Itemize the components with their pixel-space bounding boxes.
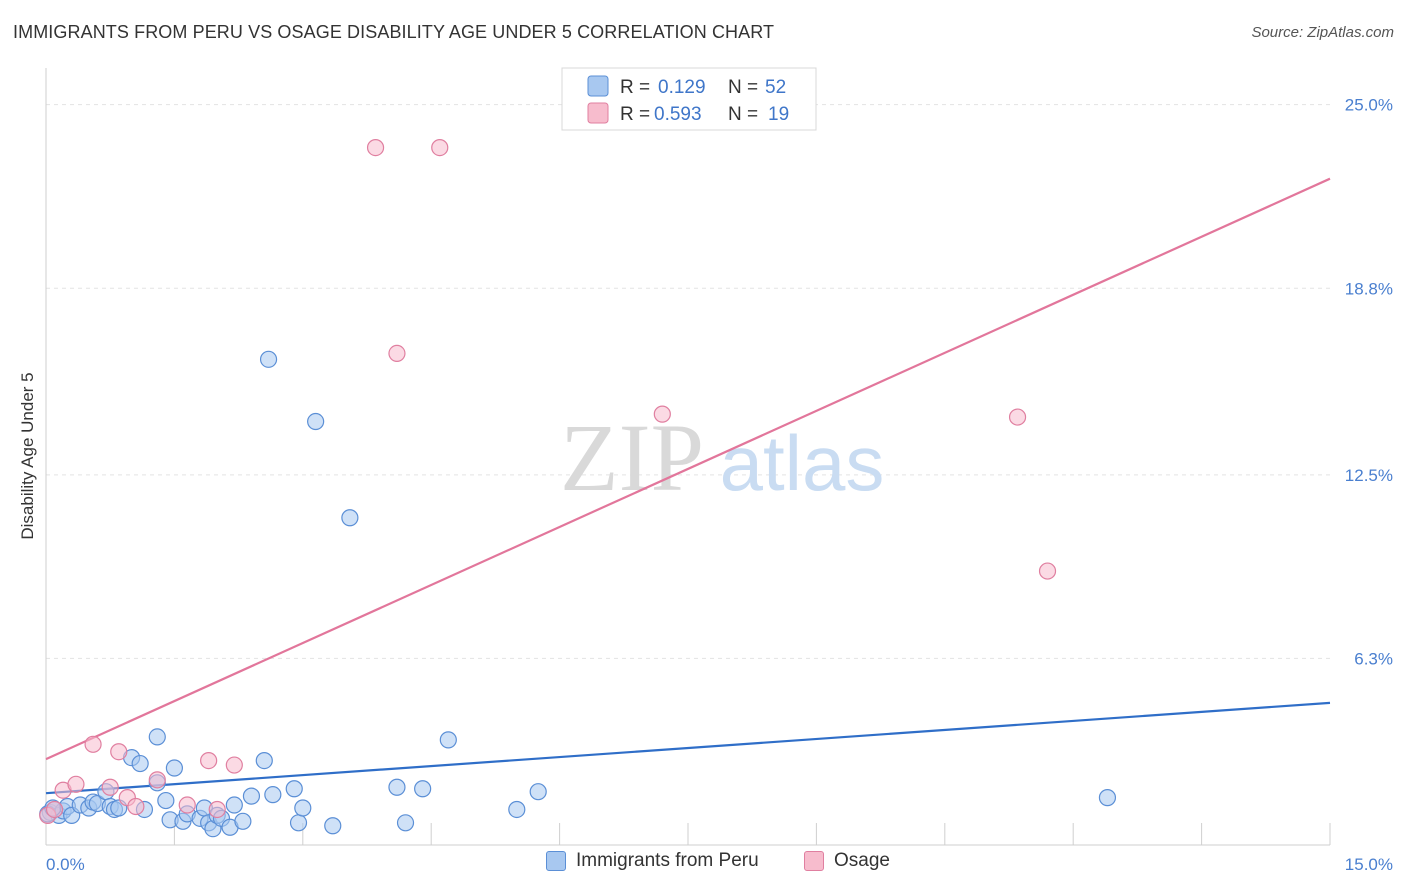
data-point bbox=[653, 405, 671, 423]
data-point bbox=[127, 797, 145, 816]
data-point bbox=[157, 791, 175, 810]
data-point bbox=[366, 138, 385, 157]
trend-line-osage bbox=[45, 177, 1331, 761]
trend-lines bbox=[45, 177, 1331, 795]
y-tick-label: 25.0% bbox=[1345, 96, 1393, 115]
legend-swatch-osage bbox=[804, 851, 824, 871]
data-point bbox=[67, 775, 85, 793]
stats-swatch-peru bbox=[587, 75, 609, 97]
data-point bbox=[264, 786, 282, 804]
series-osage-points bbox=[39, 138, 1057, 824]
data-point bbox=[1098, 789, 1117, 807]
stats-legend: R = 0.129 N = 52 R = 0.593 N = 19 bbox=[561, 67, 817, 131]
data-point bbox=[242, 787, 261, 805]
data-point bbox=[439, 731, 457, 749]
data-point bbox=[388, 344, 406, 363]
chart-title: IMMIGRANTS FROM PERU VS OSAGE DISABILITY… bbox=[13, 22, 775, 42]
data-point bbox=[45, 800, 64, 819]
axes bbox=[45, 68, 1331, 846]
source-credit: Source: ZipAtlas.com bbox=[1251, 24, 1394, 41]
data-point bbox=[101, 778, 119, 796]
watermark-atlas: atlas bbox=[720, 419, 885, 507]
data-point bbox=[529, 783, 547, 801]
data-point bbox=[165, 759, 183, 777]
legend-swatch-peru bbox=[546, 851, 566, 871]
data-point bbox=[255, 752, 273, 770]
data-point bbox=[324, 817, 342, 835]
data-point bbox=[200, 752, 218, 770]
stats-r-label-peru: R = bbox=[620, 77, 650, 98]
data-point bbox=[388, 778, 406, 796]
y-tick-label: 12.5% bbox=[1345, 466, 1393, 485]
data-point bbox=[148, 728, 166, 746]
stats-r-value-peru: 0.129 bbox=[658, 77, 706, 98]
data-point bbox=[148, 771, 166, 789]
x-tick-label-min: 0.0% bbox=[46, 855, 85, 874]
stats-n-label-peru: N = bbox=[728, 77, 758, 98]
data-point bbox=[225, 756, 243, 774]
stats-swatch-osage bbox=[587, 102, 609, 124]
legend-item-osage[interactable]: Osage bbox=[804, 850, 890, 872]
x-tick-label-max: 15.0% bbox=[1345, 855, 1393, 874]
data-point bbox=[131, 754, 149, 773]
data-point bbox=[178, 796, 196, 814]
data-point bbox=[289, 814, 308, 832]
data-point bbox=[414, 780, 432, 798]
data-point bbox=[234, 812, 252, 830]
stats-n-value-peru: 52 bbox=[765, 77, 786, 98]
tick-labels: 6.3% 12.5% 18.8% 25.0% 0.0% 15.0% bbox=[46, 96, 1393, 874]
data-point bbox=[110, 743, 128, 761]
series-legend: Immigrants from Peru Osage bbox=[0, 850, 1406, 880]
legend-label-peru: Immigrants from Peru bbox=[576, 850, 759, 871]
stats-r-value-osage: 0.593 bbox=[654, 104, 702, 125]
data-point bbox=[259, 350, 278, 368]
data-point bbox=[396, 814, 415, 832]
data-point bbox=[307, 412, 325, 431]
watermark: ZIP atlas bbox=[560, 404, 884, 511]
data-point bbox=[285, 780, 303, 798]
data-point bbox=[1038, 562, 1057, 580]
trend-line-peru bbox=[45, 701, 1331, 795]
y-tick-label: 18.8% bbox=[1345, 279, 1393, 298]
data-point bbox=[84, 735, 102, 753]
stats-n-value-osage: 19 bbox=[768, 104, 789, 125]
legend-label-osage: Osage bbox=[834, 850, 890, 871]
legend-item-peru[interactable]: Immigrants from Peru bbox=[546, 850, 759, 872]
data-points bbox=[39, 138, 1117, 838]
data-point bbox=[431, 138, 449, 157]
y-tick-label: 6.3% bbox=[1354, 649, 1393, 668]
data-point bbox=[225, 796, 243, 814]
data-point bbox=[341, 509, 359, 527]
data-point bbox=[1008, 408, 1027, 426]
stats-r-label-osage: R = bbox=[620, 104, 650, 125]
stats-n-label-osage: N = bbox=[728, 104, 758, 125]
grid-lines bbox=[46, 104, 1330, 659]
data-point bbox=[508, 800, 526, 819]
data-point bbox=[208, 800, 226, 819]
data-point bbox=[294, 799, 312, 817]
